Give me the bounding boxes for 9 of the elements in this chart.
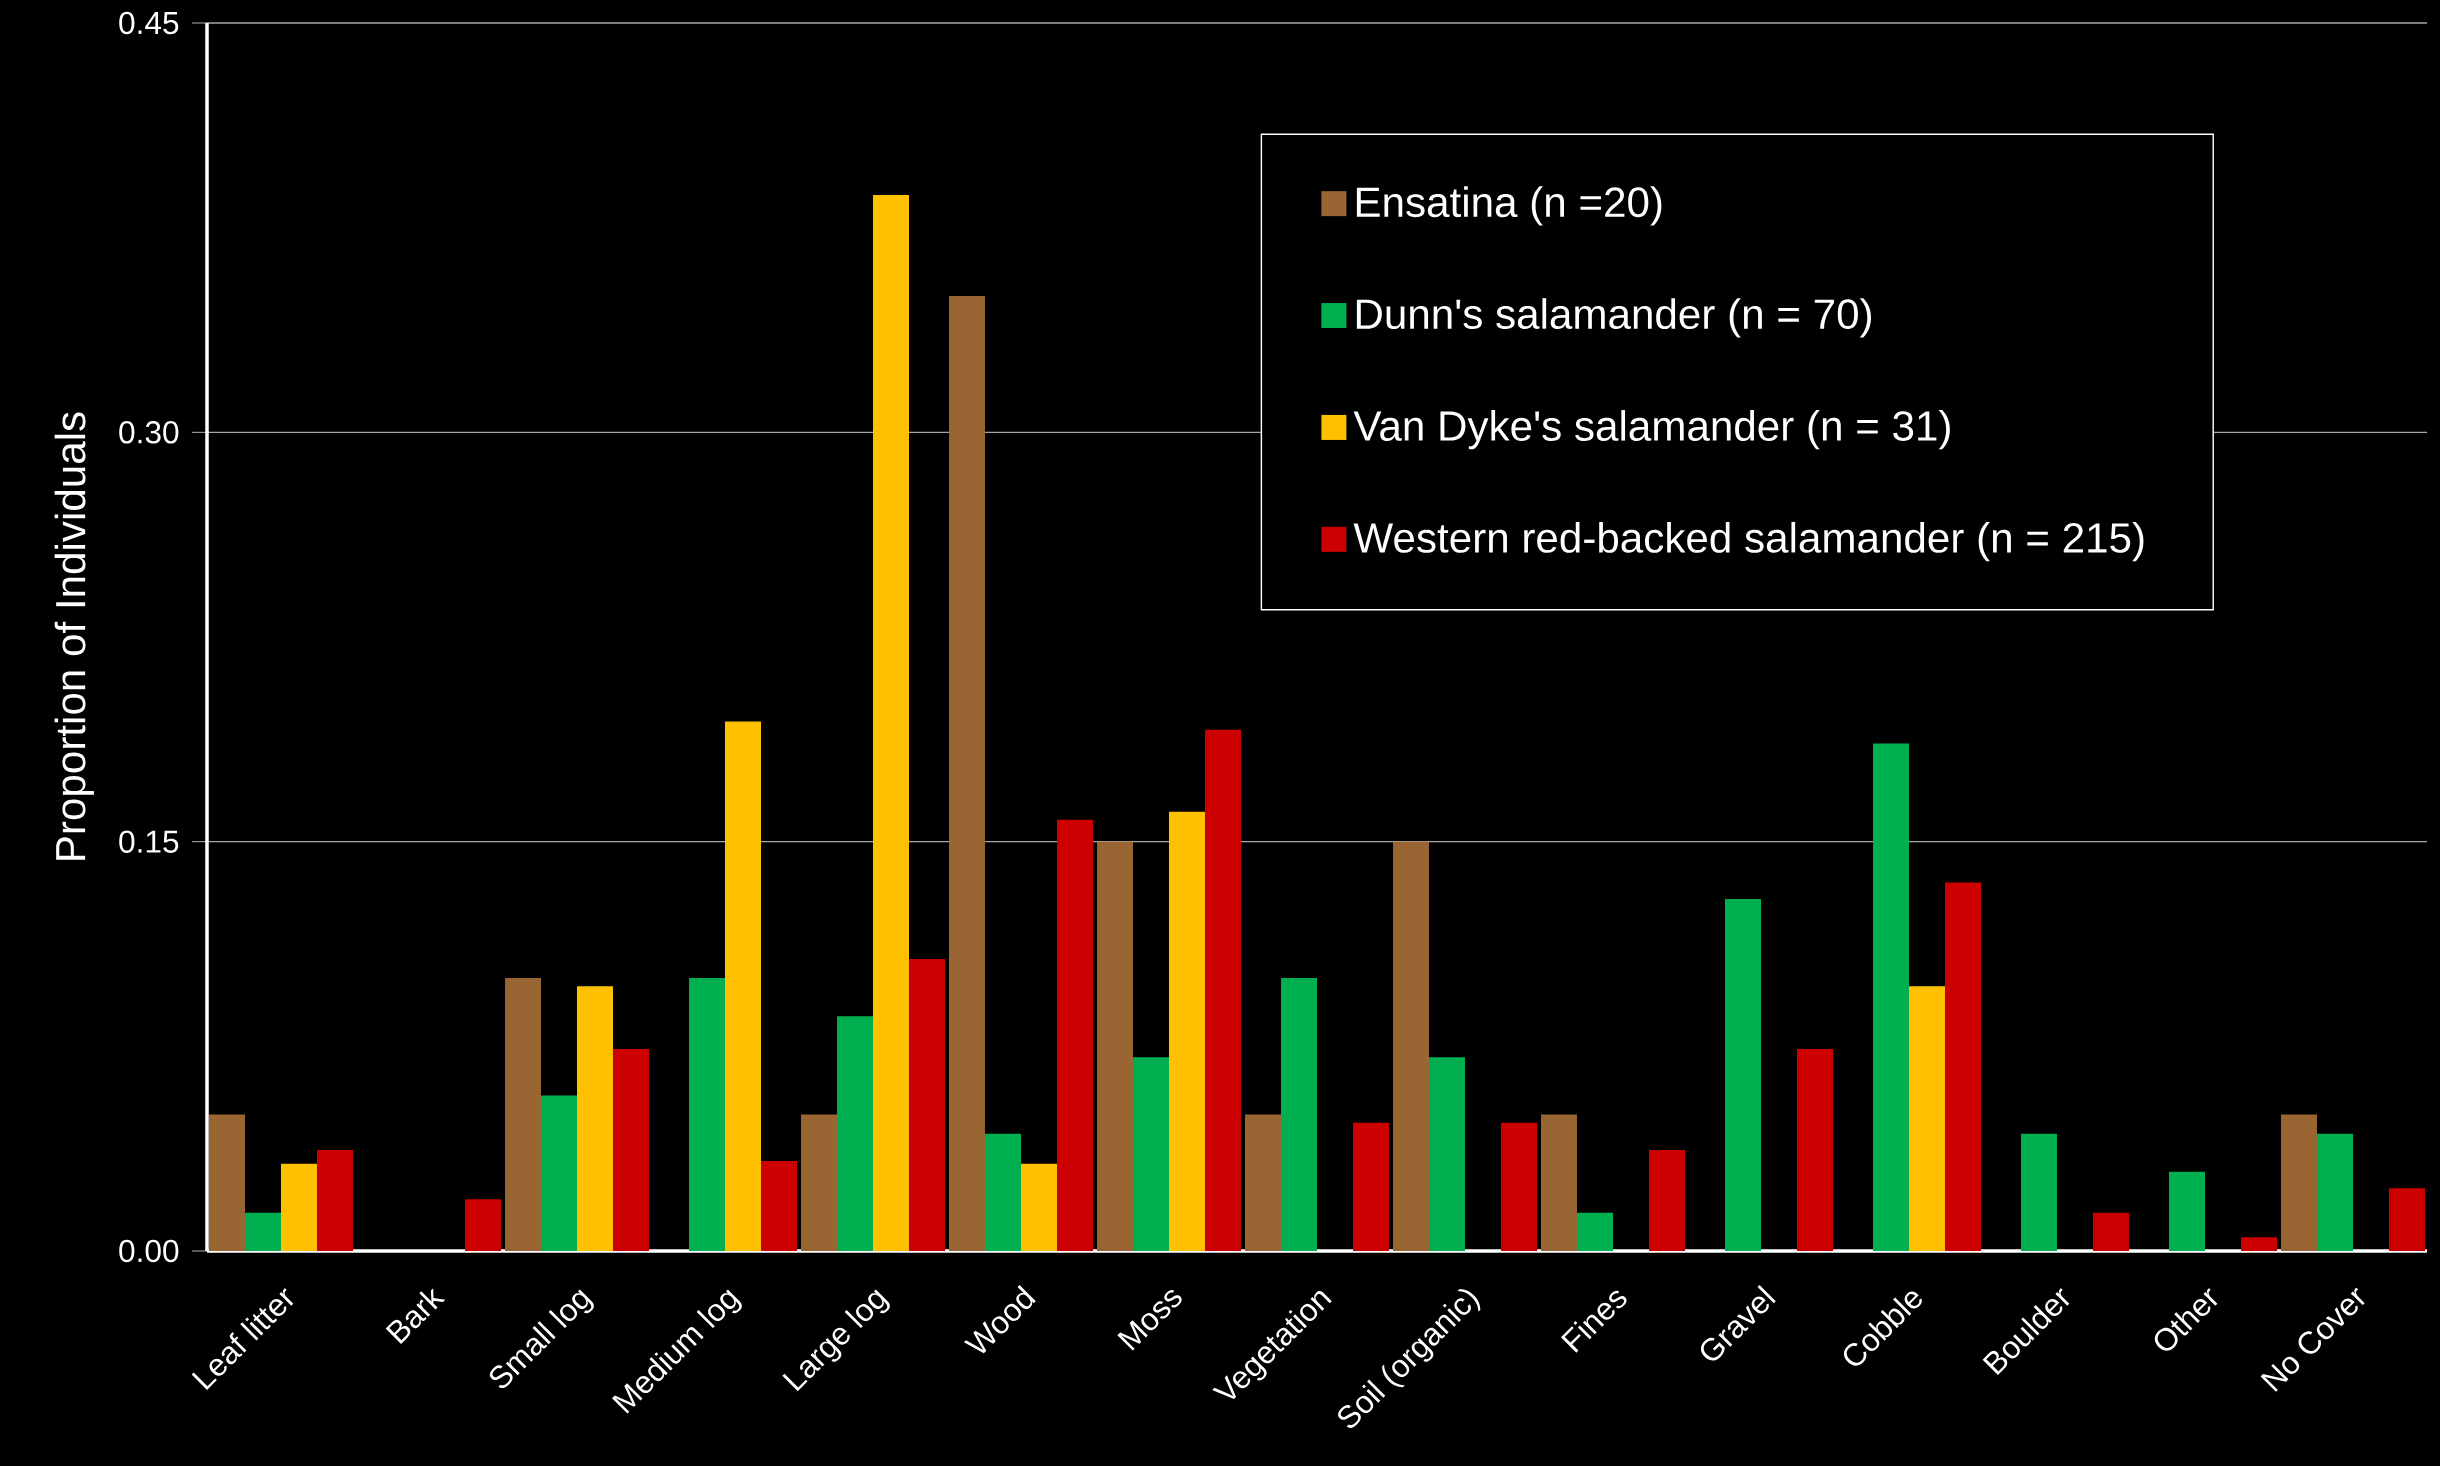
y-tick-label: 0.00 [119,1239,179,1263]
y-tick-label: 0.30 [119,421,179,444]
y-tick-label: 0.15 [119,830,179,853]
legend-label: Van Dyke's salamander (n = 31) [1353,410,1950,450]
y-axis-title: Proportion of Individuals [54,412,94,860]
legend-label: Ensatina (n =20) [1356,186,1662,226]
y-tick-label: 0.45 [119,11,179,35]
legend-label: Dunn's salamander (n = 70) [1356,298,1871,338]
legend-label: Western red-backed salamander (n = 215) [1353,521,2144,562]
